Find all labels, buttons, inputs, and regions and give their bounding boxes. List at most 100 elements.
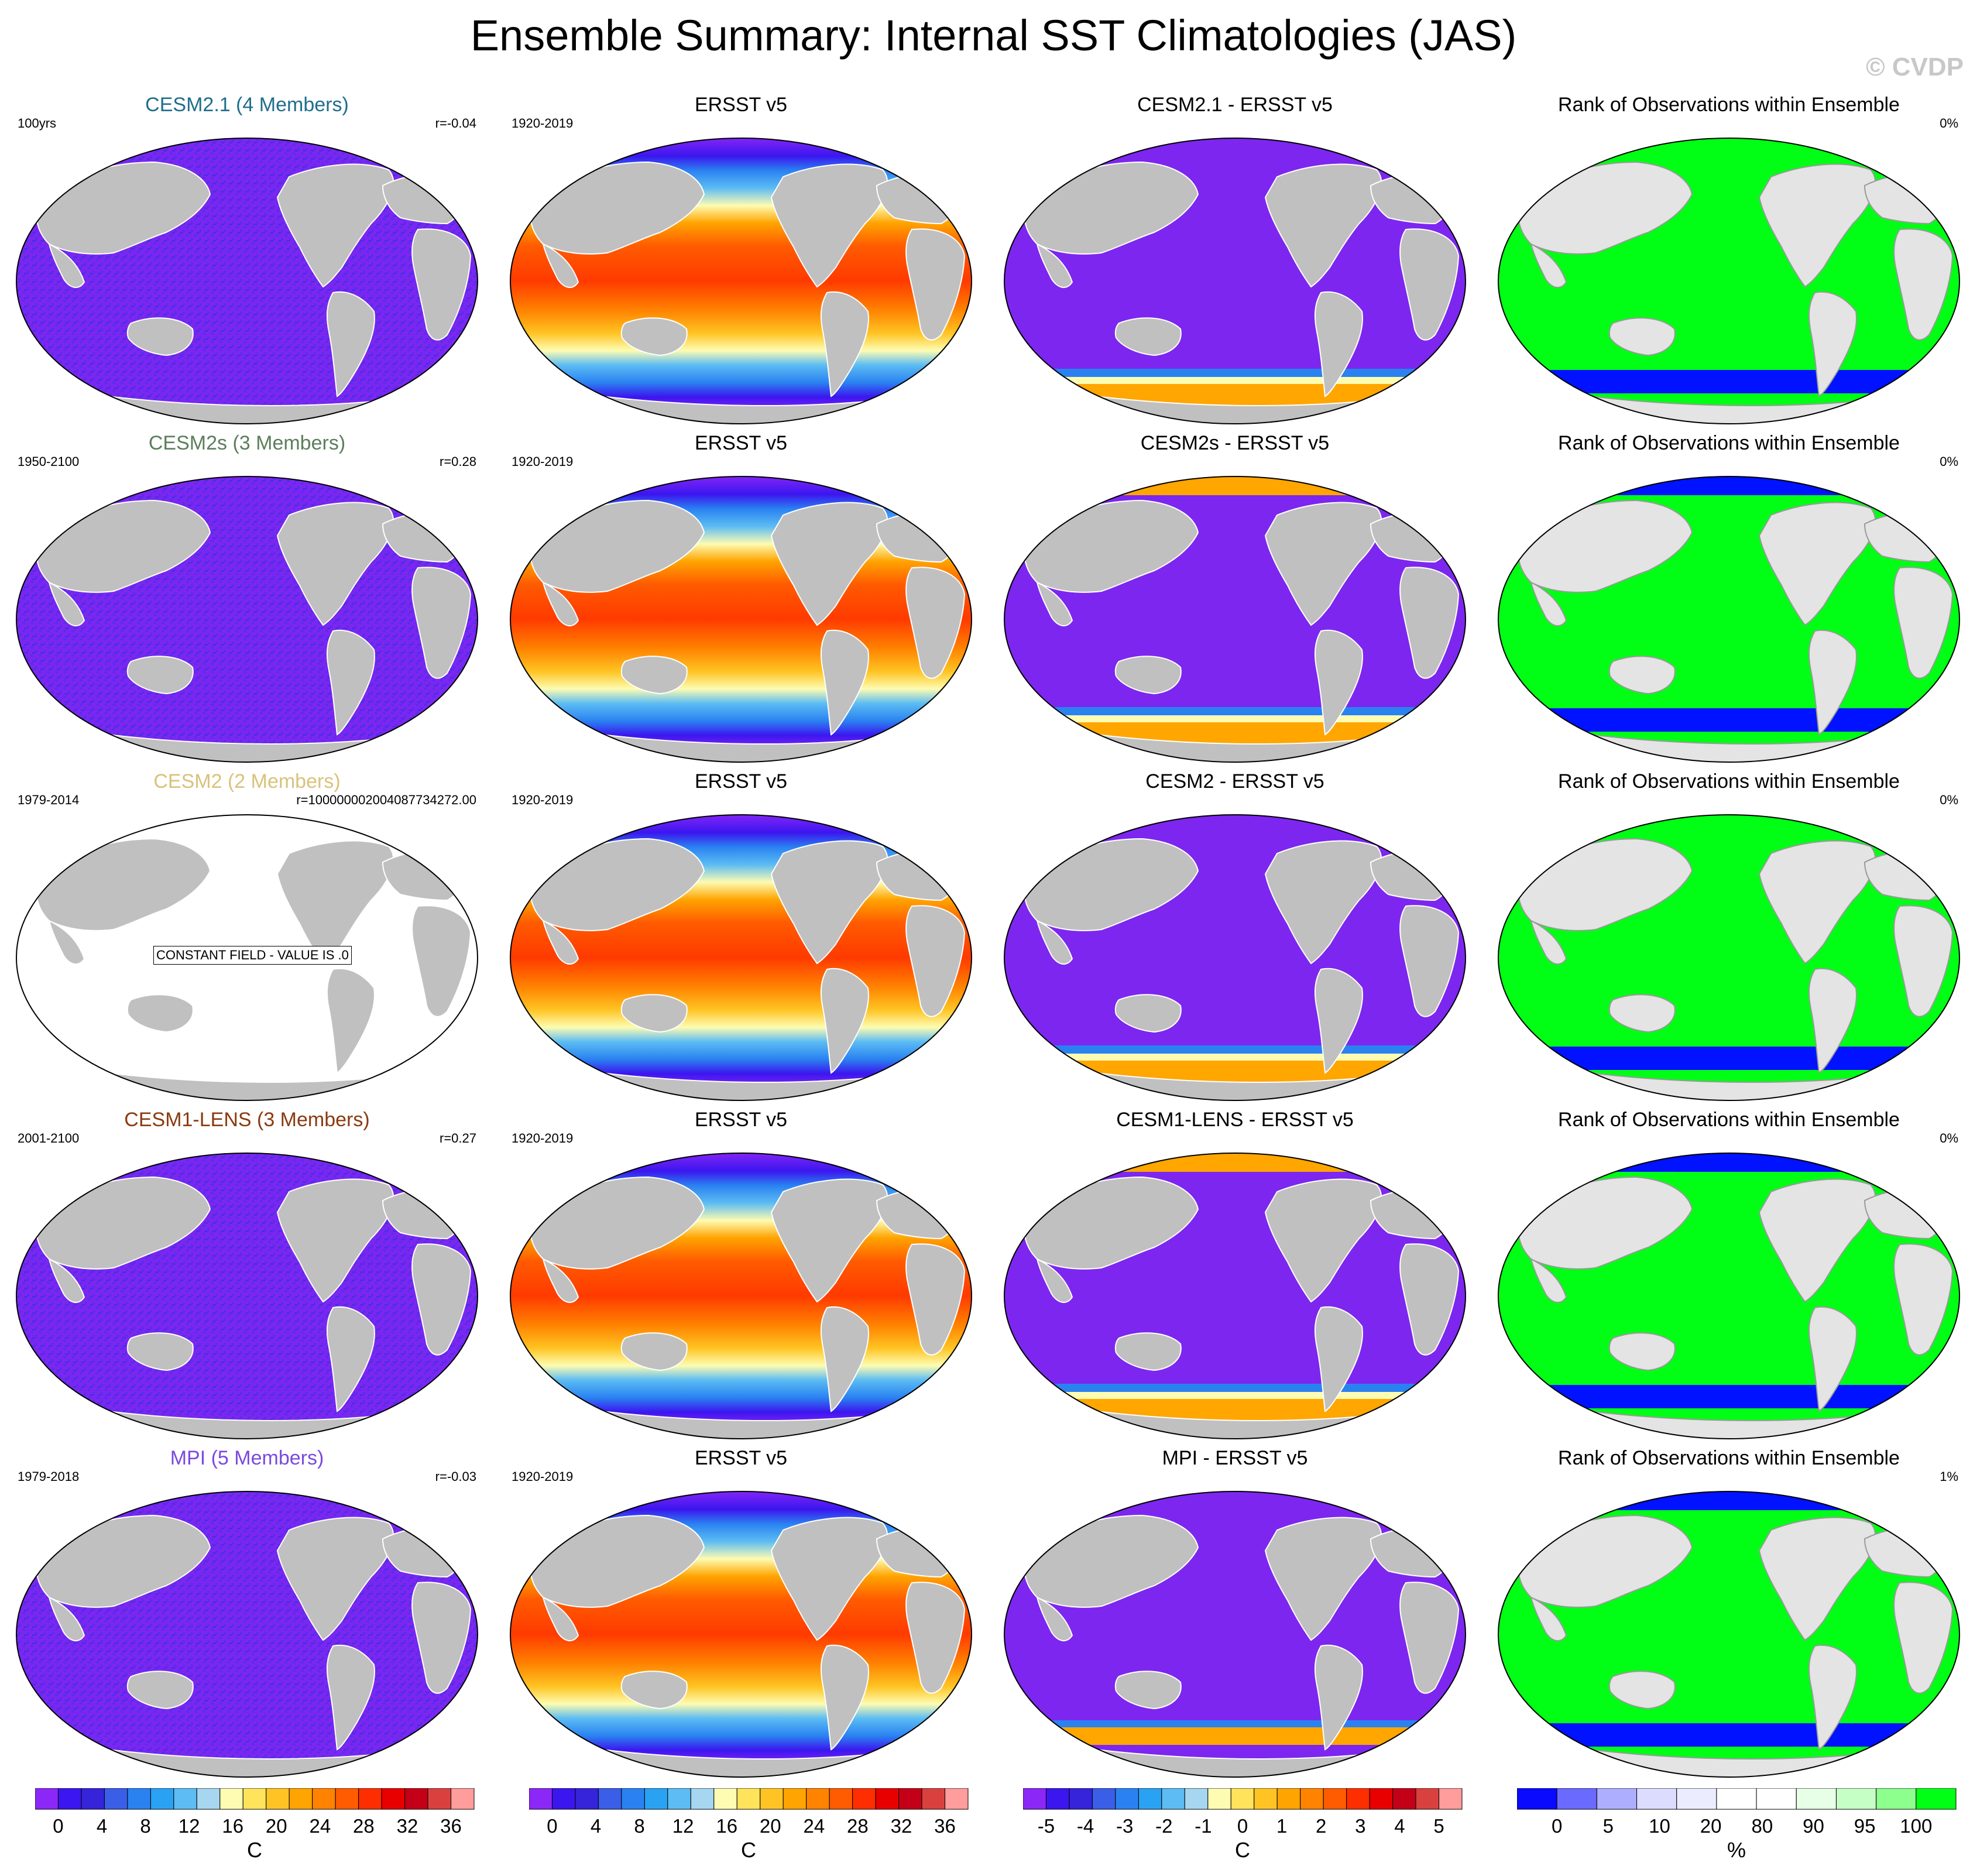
colorbar-swatch — [1676, 1788, 1717, 1810]
colorbar-tick-label: 2 — [1316, 1815, 1326, 1837]
world-map — [16, 138, 478, 424]
panel-title: Rank of Observations within Ensemble — [1558, 1109, 1900, 1131]
colorbar-swatch — [783, 1788, 807, 1810]
world-map — [1004, 138, 1466, 424]
colorbar-tick-label: 20 — [266, 1815, 287, 1837]
colorbar-swatch — [312, 1788, 336, 1810]
colorbar-swatch — [219, 1788, 243, 1810]
colorbar-swatch — [150, 1788, 174, 1810]
map-panel-rank: Rank of Observations within Ensemble 0% — [1489, 770, 1969, 1107]
map-panel-model: CESM2 (2 Members) 1979-2014 r=100000002004… — [7, 770, 487, 1107]
panel-title: ERSST v5 — [694, 432, 788, 454]
colorbar-swatch — [104, 1788, 128, 1810]
colorbar-tick-label: -5 — [1038, 1815, 1055, 1837]
colorbar-swatch — [575, 1788, 599, 1810]
colorbar-swatch — [760, 1788, 784, 1810]
world-map — [1498, 1491, 1960, 1778]
colorbar-tick-label: 28 — [353, 1815, 375, 1837]
colorbar-tick-label: 16 — [222, 1815, 243, 1837]
panel-title: MPI - ERSST v5 — [1162, 1447, 1308, 1469]
colorbar-swatch — [57, 1788, 82, 1810]
watermark: © CVDP — [1866, 53, 1964, 81]
colorbar-swatch — [1796, 1788, 1837, 1810]
panel-stat: 1% — [1940, 1469, 1958, 1484]
world-map — [1004, 1153, 1466, 1439]
colorbar-tick-label: 8 — [140, 1815, 150, 1837]
map-panel-obs: ERSST v5 1920-2019 — [501, 1447, 981, 1784]
world-map — [510, 1153, 972, 1439]
colorbar-swatch — [598, 1788, 622, 1810]
panel-period: 1920-2019 — [512, 116, 574, 131]
panel-title: CESM1-LENS - ERSST v5 — [1116, 1109, 1354, 1131]
panel-title: ERSST v5 — [694, 1447, 788, 1469]
world-map — [1498, 814, 1960, 1101]
colorbar-swatch — [713, 1788, 737, 1810]
constant-field-note: CONSTANT FIELD - VALUE IS .0 — [153, 946, 352, 965]
panel-period: 1920-2019 — [512, 454, 574, 469]
map-panel-diff: CESM2s - ERSST v5 — [995, 432, 1475, 769]
map-panel-obs: ERSST v5 1920-2019 — [501, 770, 981, 1107]
colorbar-unit: C — [247, 1838, 262, 1862]
panel-period: 1979-2018 — [18, 1469, 80, 1484]
colorbar-tick-label: 12 — [179, 1815, 200, 1837]
panel-period: 100yrs — [18, 116, 57, 131]
colorbar-unit: % — [1727, 1838, 1746, 1862]
map-panel-diff: CESM1-LENS - ERSST v5 — [995, 1109, 1475, 1445]
panel-title: Rank of Observations within Ensemble — [1558, 432, 1900, 454]
colorbar-swatch — [1596, 1788, 1638, 1810]
colorbar-swatch — [404, 1788, 428, 1810]
colorbar-swatch — [852, 1788, 876, 1810]
colorbar-swatch — [81, 1788, 105, 1810]
map-panel-rank: Rank of Observations within Ensemble 0% — [1489, 94, 1969, 430]
panel-stat: 0% — [1940, 793, 1958, 807]
world-map — [1498, 476, 1960, 763]
panel-stat: 0% — [1940, 116, 1958, 131]
map-panel-obs: ERSST v5 1920-2019 — [501, 432, 981, 769]
colorbar-tick-label: 4 — [97, 1815, 107, 1837]
panel-title: Rank of Observations within Ensemble — [1558, 94, 1900, 116]
colorbar-tick-label: 3 — [1355, 1815, 1365, 1837]
colorbar-swatch — [1300, 1788, 1324, 1810]
colorbar-tick-label: 1 — [1276, 1815, 1287, 1837]
world-map — [510, 138, 972, 424]
colorbar-swatch — [427, 1788, 452, 1810]
panel-title: CESM2 - ERSST v5 — [1145, 770, 1324, 793]
colorbar-swatch — [1392, 1788, 1416, 1810]
colorbar-tick-label: 100 — [1900, 1815, 1932, 1837]
panel-title: CESM2s - ERSST v5 — [1140, 432, 1330, 454]
colorbar-swatch — [1756, 1788, 1797, 1810]
colorbar-swatch — [551, 1788, 576, 1810]
colorbar-swatch — [1556, 1788, 1597, 1810]
world-map — [510, 476, 972, 763]
panel-title: MPI (5 Members) — [170, 1447, 324, 1469]
colorbar-tick-label: 20 — [760, 1815, 781, 1837]
colorbar-swatch — [1138, 1788, 1162, 1810]
colorbar-swatch — [127, 1788, 151, 1810]
colorbar-swatch — [875, 1788, 900, 1810]
colorbar-tick-label: 90 — [1803, 1815, 1824, 1837]
colorbar-tick-label: -4 — [1077, 1815, 1094, 1837]
colorbar-swatch — [529, 1788, 552, 1810]
colorbar-tick-label: 16 — [716, 1815, 737, 1837]
map-panel-rank: Rank of Observations within Ensemble 0% — [1489, 1109, 1969, 1445]
colorbar-swatch — [621, 1788, 645, 1810]
panel-title: CESM2.1 (4 Members) — [145, 94, 349, 116]
colorbar-swatch — [289, 1788, 313, 1810]
colorbar-tick-label: -3 — [1116, 1815, 1133, 1837]
colorbar-tick-label: 32 — [397, 1815, 418, 1837]
colorbar-swatch — [1230, 1788, 1255, 1810]
colorbar-tick-label: 8 — [634, 1815, 644, 1837]
colorbar-swatch — [451, 1788, 475, 1810]
colorbar-swatch — [1254, 1788, 1278, 1810]
colorbar-swatch — [1045, 1788, 1070, 1810]
colorbar-unit: C — [1235, 1838, 1250, 1862]
colorbar-swatch — [358, 1788, 382, 1810]
colorbar-unit: C — [741, 1838, 756, 1862]
colorbar-swatch — [1161, 1788, 1185, 1810]
colorbar-tick-label: 95 — [1854, 1815, 1876, 1837]
colorbar-sst: 0 4 8 12 16 20 24 28 32 36 C — [529, 1788, 969, 1862]
map-panel-diff: MPI - ERSST v5 — [995, 1447, 1475, 1784]
map-panel-model: MPI (5 Members) 1979-2018 r=-0.03 — [7, 1447, 487, 1784]
colorbar-swatch — [1835, 1788, 1877, 1810]
panel-title: ERSST v5 — [694, 770, 788, 793]
